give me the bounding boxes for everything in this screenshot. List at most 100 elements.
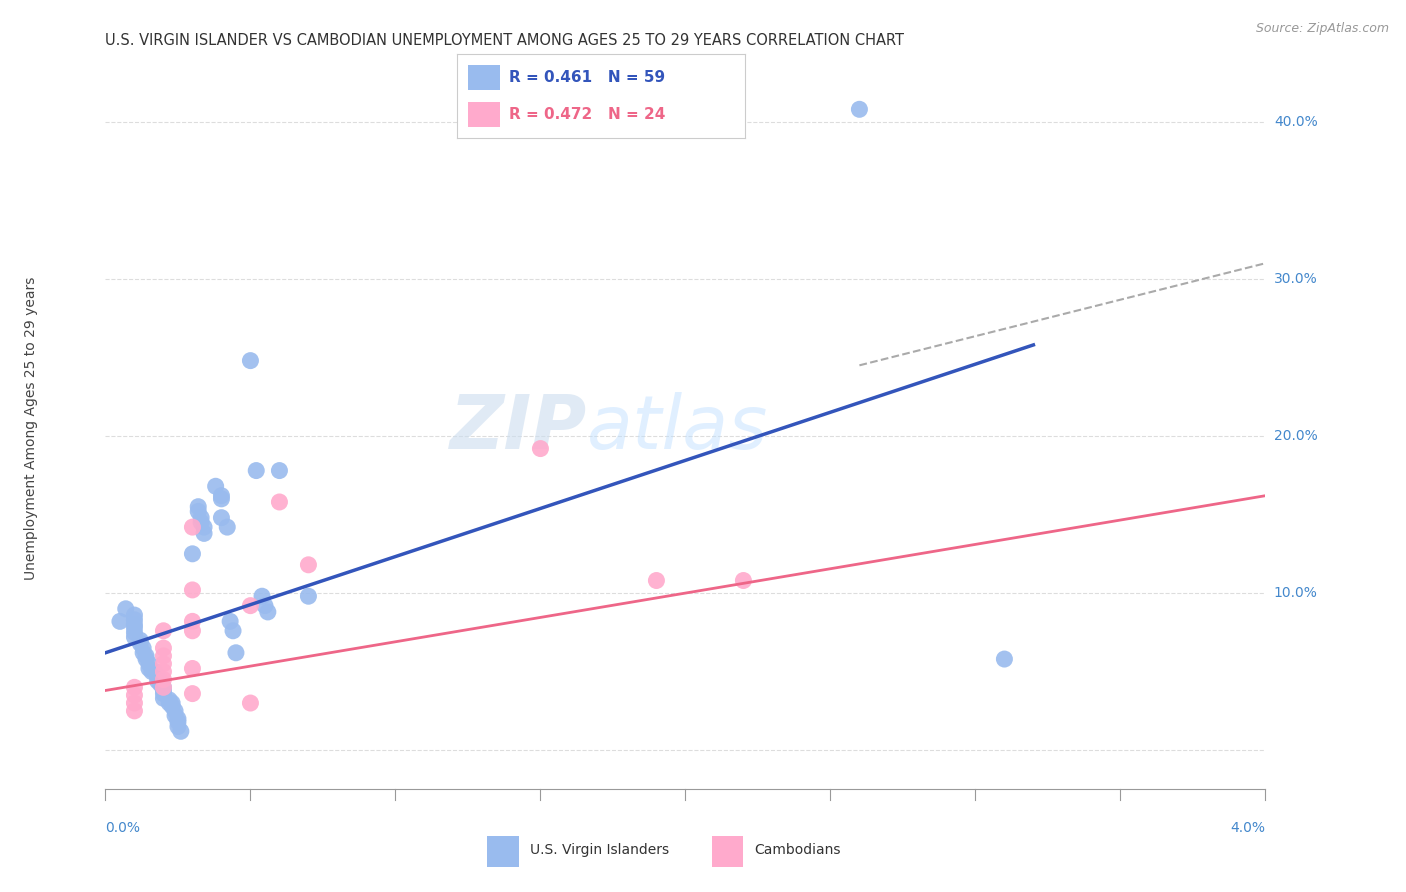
Point [152,691,174,706]
Point [135,648,157,663]
Point [297,589,319,603]
Point [181,547,204,561]
Point [124,688,146,702]
Point [108,615,131,629]
Point [135,652,157,666]
Point [848,103,870,117]
Point [297,558,319,572]
Point [138,661,160,675]
Point [141,665,163,679]
Point [157,693,180,707]
Point [193,526,215,541]
Point [245,464,267,478]
Bar [468,64,501,90]
Point [993,652,1015,666]
Point [167,720,190,734]
Point [152,681,174,695]
Point [138,657,160,671]
Point [124,617,146,632]
Point [253,599,276,613]
Point [124,630,146,644]
Point [211,491,233,506]
Point [250,589,273,603]
Text: 20.0%: 20.0% [1274,429,1317,443]
Point [187,504,209,518]
Point [163,704,186,718]
Text: R = 0.461   N = 59: R = 0.461 N = 59 [509,70,665,85]
Point [167,712,190,726]
Text: ZIP: ZIP [450,392,586,465]
Point [204,479,226,493]
Point [269,464,291,478]
Point [152,657,174,671]
Point [181,687,204,701]
Point [152,683,174,698]
Text: 10.0%: 10.0% [1274,586,1317,600]
Text: Unemployment Among Ages 25 to 29 years: Unemployment Among Ages 25 to 29 years [24,277,38,580]
Point [152,624,174,638]
Point [124,613,146,627]
Point [181,615,204,629]
Point [193,520,215,534]
Text: 30.0%: 30.0% [1274,272,1317,286]
Point [219,615,242,629]
Point [167,714,190,729]
Point [124,625,146,640]
Point [181,624,204,638]
Point [239,599,262,613]
Text: atlas: atlas [586,392,768,464]
Point [239,353,262,368]
Point [190,510,212,524]
Point [129,636,152,650]
Point [239,696,262,710]
Point [152,681,174,695]
Point [157,696,180,710]
Point [187,500,209,514]
Text: Cambodians: Cambodians [755,843,841,857]
Text: 40.0%: 40.0% [1274,115,1317,128]
Point [256,605,278,619]
Point [152,673,174,687]
Bar [711,836,744,867]
Text: 0.0%: 0.0% [105,821,141,835]
Point [181,520,204,534]
Point [129,633,152,648]
Point [190,516,212,530]
Text: 4.0%: 4.0% [1230,821,1265,835]
Point [181,661,204,675]
Point [225,646,247,660]
Point [152,648,174,663]
Point [146,674,169,689]
Text: R = 0.472   N = 24: R = 0.472 N = 24 [509,107,665,122]
Point [181,582,204,597]
Point [114,602,136,616]
Point [149,677,172,691]
Point [217,520,239,534]
Point [146,669,169,683]
Point [170,724,193,739]
Point [152,687,174,701]
Point [143,665,166,679]
Text: U.S. VIRGIN ISLANDER VS CAMBODIAN UNEMPLOYMENT AMONG AGES 25 TO 29 YEARS CORRELA: U.S. VIRGIN ISLANDER VS CAMBODIAN UNEMPL… [105,33,904,47]
Bar [468,102,501,128]
Point [132,646,155,660]
Bar [486,836,519,867]
Point [733,574,755,588]
Point [211,489,233,503]
Point [152,641,174,656]
Point [124,696,146,710]
Point [124,704,146,718]
Point [222,624,245,638]
Point [160,696,183,710]
Point [529,442,551,456]
Point [645,574,668,588]
Point [160,699,183,714]
Point [152,665,174,679]
Point [124,608,146,623]
Point [124,681,146,695]
Point [132,641,155,656]
Text: U.S. Virgin Islanders: U.S. Virgin Islanders [530,843,669,857]
Point [269,495,291,509]
Point [163,708,186,723]
Point [124,621,146,635]
